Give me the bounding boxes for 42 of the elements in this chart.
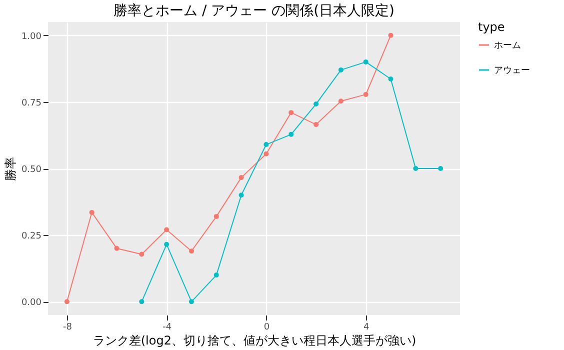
x-tick-label: -4 <box>162 322 172 332</box>
point <box>314 122 319 128</box>
point <box>338 67 344 72</box>
point <box>288 132 294 137</box>
point <box>338 98 344 104</box>
point <box>89 210 94 215</box>
point <box>413 166 418 171</box>
point <box>214 272 219 278</box>
chart-title: 勝率とホーム / アウェー の関係(日本人限定) <box>114 3 394 19</box>
point <box>114 246 120 251</box>
y-tick-label: 1.00 <box>21 32 42 42</box>
y-tick-label: 0.50 <box>21 165 42 175</box>
point <box>139 252 144 257</box>
point <box>264 142 269 148</box>
point <box>388 32 394 38</box>
point <box>238 192 244 198</box>
point <box>164 227 170 232</box>
point <box>264 151 269 156</box>
legend-label: ホーム <box>494 41 521 51</box>
x-tick-label: 0 <box>264 322 270 332</box>
point <box>288 110 294 116</box>
point <box>139 299 144 304</box>
point <box>188 299 194 304</box>
y-tick-label: 0.75 <box>21 98 42 108</box>
x-tick-label: 4 <box>363 322 370 332</box>
y-axis-title: 勝率 <box>3 157 18 181</box>
point <box>64 299 70 304</box>
point <box>238 175 244 180</box>
legend-label: アウェー <box>494 66 530 76</box>
point <box>363 59 368 64</box>
x-tick-label: -8 <box>62 322 72 332</box>
y-tick-label: 0.00 <box>21 298 42 308</box>
point <box>388 76 394 82</box>
point <box>314 102 319 107</box>
x-axis-title: ランク差(log2、切り捨て、値が大きい程日本人選手が強い) <box>92 334 416 348</box>
point <box>188 248 194 254</box>
y-tick-label: 0.25 <box>21 232 42 242</box>
point <box>438 166 444 171</box>
point <box>214 214 219 219</box>
point <box>164 242 170 247</box>
point <box>363 92 368 97</box>
legend-title: type <box>478 20 505 34</box>
